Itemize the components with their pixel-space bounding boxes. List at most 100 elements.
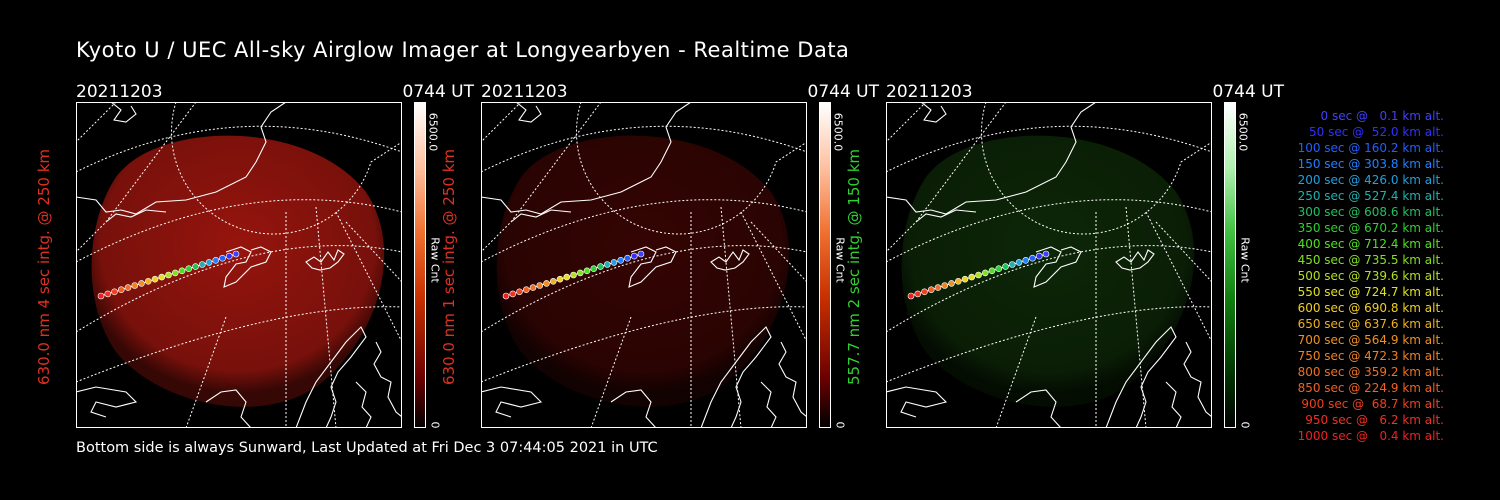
colorbar bbox=[819, 102, 831, 428]
panel-time: 0744 UT bbox=[1212, 82, 1285, 102]
coastline bbox=[915, 209, 977, 223]
panel-ylabel-text: 630.0 nm 1 sec intg. @ 250 km bbox=[440, 148, 458, 386]
satellite-track-point bbox=[927, 286, 935, 293]
coastline bbox=[886, 102, 1097, 215]
legend-row: 350 sec @ 670.2 km alt. bbox=[1297, 221, 1444, 235]
legend-row: 400 sec @ 712.4 km alt. bbox=[1297, 237, 1444, 251]
coastline bbox=[1105, 326, 1177, 428]
panel-ylabel: 630.0 nm 4 sec intg. @ 250 km bbox=[32, 102, 56, 432]
imager-panel-2: 20211203 0744 UT 630.0 nm 1 sec intg. @ … bbox=[440, 80, 881, 440]
colorbar-min-text: 0 bbox=[1238, 421, 1252, 429]
satellite-track-point bbox=[637, 250, 645, 258]
coastline bbox=[76, 386, 138, 418]
satellite-track-point bbox=[968, 273, 976, 281]
map-frame bbox=[76, 102, 402, 428]
coastline bbox=[886, 386, 948, 418]
satellite-track-point bbox=[934, 284, 942, 291]
satellite-track-point bbox=[171, 269, 179, 277]
coastline bbox=[510, 209, 572, 223]
coastline bbox=[760, 381, 777, 428]
coastline bbox=[1165, 381, 1182, 428]
legend-row: 800 sec @ 359.2 km alt. bbox=[1297, 365, 1444, 379]
satellite-track-point bbox=[590, 265, 598, 272]
colorbar-max-label: 6500.0 bbox=[1234, 102, 1252, 162]
colorbar-max-text: 6500.0 bbox=[1236, 112, 1250, 152]
satellite-track-point bbox=[1008, 261, 1016, 268]
satellite-track-point bbox=[941, 282, 949, 289]
legend-row: 650 sec @ 637.6 km alt. bbox=[1297, 317, 1444, 331]
legend-row: 1000 sec @ 0.4 km alt. bbox=[1297, 429, 1444, 443]
legend-row: 500 sec @ 739.6 km alt. bbox=[1297, 269, 1444, 283]
latitude-line bbox=[171, 102, 402, 235]
coastline bbox=[920, 102, 947, 123]
panel-time: 0744 UT bbox=[402, 82, 475, 102]
coastline bbox=[515, 102, 542, 123]
satellite-track-point bbox=[232, 250, 240, 258]
satellite-track-point bbox=[995, 265, 1003, 272]
satellite-track-point bbox=[617, 257, 625, 264]
satellite-track-point bbox=[158, 273, 166, 281]
satellite-legend: 0 sec @ 0.1 km alt. 50 sec @ 52.0 km alt.… bbox=[1262, 108, 1444, 444]
satellite-track-point bbox=[921, 288, 928, 296]
latitude-line bbox=[76, 199, 402, 263]
satellite-track-point bbox=[219, 254, 226, 262]
satellite-track-point bbox=[583, 267, 591, 275]
satellite-track-point bbox=[624, 254, 631, 262]
coastline bbox=[110, 102, 137, 123]
satellite-track-point bbox=[914, 290, 922, 298]
coastline bbox=[700, 326, 772, 428]
coastline bbox=[481, 102, 692, 215]
coastline bbox=[373, 341, 402, 418]
allsky-image bbox=[481, 102, 807, 428]
coastline bbox=[105, 209, 167, 223]
satellite-track-point bbox=[543, 280, 550, 287]
satellite-track-point bbox=[97, 292, 105, 300]
satellite-track-point bbox=[178, 267, 186, 275]
latitude-line bbox=[886, 245, 1212, 333]
airglow-disk bbox=[91, 135, 385, 407]
satellite-track-point bbox=[509, 290, 517, 298]
satellite-track-point bbox=[138, 280, 145, 287]
page-title: Kyoto U / UEC All-sky Airglow Imager at … bbox=[76, 38, 850, 62]
latitude-line bbox=[981, 102, 1212, 235]
coastline bbox=[628, 246, 677, 288]
satellite-track-point bbox=[975, 271, 982, 279]
legend-row: 250 sec @ 527.4 km alt. bbox=[1297, 189, 1444, 203]
coastline bbox=[76, 102, 287, 215]
legend-row: 900 sec @ 68.7 km alt. bbox=[1301, 397, 1444, 411]
colorbar-min-label: 0 bbox=[1236, 416, 1254, 434]
satellite-track-point bbox=[610, 259, 618, 266]
legend-row: 550 sec @ 724.7 km alt. bbox=[1297, 285, 1444, 299]
satellite-track-point bbox=[603, 261, 611, 268]
coastline bbox=[1115, 249, 1155, 271]
coastline bbox=[1015, 389, 1062, 428]
panel-date: 20211203 bbox=[886, 82, 973, 102]
legend-row: 700 sec @ 564.9 km alt. bbox=[1297, 333, 1444, 347]
satellite-track-point bbox=[185, 265, 193, 272]
satellite-track-point bbox=[516, 288, 523, 296]
colorbar bbox=[414, 102, 426, 428]
satellite-track-point bbox=[131, 282, 139, 289]
satellite-track-point bbox=[954, 278, 962, 285]
satellite-track-point bbox=[1035, 252, 1043, 260]
allsky-map-svg bbox=[886, 102, 1212, 428]
satellite-track-point bbox=[104, 290, 112, 298]
satellite-track-point bbox=[981, 269, 989, 277]
satellite-track-point bbox=[1029, 254, 1036, 262]
legend-row: 200 sec @ 426.0 km alt. bbox=[1297, 173, 1444, 187]
legend-row: 750 sec @ 472.3 km alt. bbox=[1297, 349, 1444, 363]
satellite-track-point bbox=[198, 261, 206, 268]
satellite-track-point bbox=[570, 271, 577, 279]
legend-row: 50 sec @ 52.0 km alt. bbox=[1309, 125, 1444, 139]
meridian-line bbox=[481, 102, 522, 143]
satellite-track-point bbox=[563, 273, 571, 281]
satellite-track-point bbox=[522, 286, 530, 293]
legend-row: 0 sec @ 0.1 km alt. bbox=[1320, 109, 1445, 123]
coastline bbox=[481, 386, 543, 418]
satellite-track-point bbox=[111, 288, 118, 296]
latitude-line bbox=[76, 245, 402, 333]
satellite-track-point bbox=[205, 259, 213, 266]
map-frame bbox=[886, 102, 1212, 428]
latitude-line bbox=[481, 125, 807, 173]
coastline bbox=[205, 389, 252, 428]
